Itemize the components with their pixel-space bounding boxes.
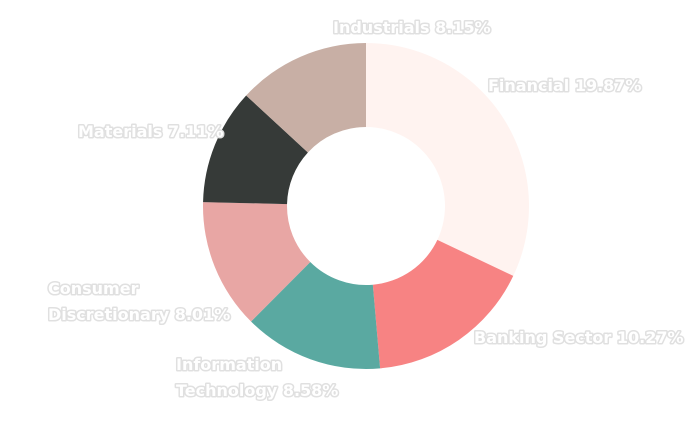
label-information-technology-line1: Information <box>176 355 282 374</box>
slice-industrials <box>246 43 366 153</box>
slice-materials <box>203 95 308 205</box>
slice-banking-sector <box>372 239 514 369</box>
slice-financial <box>366 43 529 276</box>
label-financial: Financial 19.87% <box>488 76 641 95</box>
label-consumer-discretionary-line2: Discretionary 8.01% <box>48 305 230 324</box>
label-materials: Materials 7.11% <box>78 122 223 141</box>
slice-consumer-discretionary <box>203 202 311 322</box>
slice-labels: Financial 19.87% Banking Sector 10.27% I… <box>47 17 686 402</box>
label-information-technology-line2: Technology 8.58% <box>176 381 338 400</box>
label-industrials: Industrials 8.15% <box>333 18 491 37</box>
slice-information-technology <box>251 261 381 369</box>
label-consumer-discretionary-line1: Consumer <box>48 279 139 298</box>
label-banking-sector: Banking Sector 10.27% <box>474 328 684 347</box>
label-information-technology: Information Technology 8.58% <box>176 355 338 400</box>
label-consumer-discretionary: Consumer Discretionary 8.01% <box>48 279 230 324</box>
donut-slices <box>203 43 529 369</box>
